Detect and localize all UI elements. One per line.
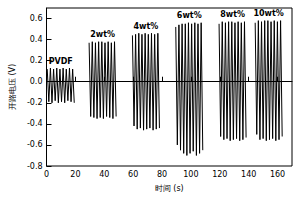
- svg-text:40: 40: [99, 170, 109, 179]
- svg-text:100: 100: [183, 170, 198, 179]
- svg-text:时间 (s): 时间 (s): [155, 184, 184, 193]
- svg-text:-0.8: -0.8: [27, 162, 43, 171]
- svg-text:160: 160: [270, 170, 285, 179]
- svg-text:PVDF: PVDF: [49, 57, 73, 66]
- svg-text:0.2: 0.2: [30, 56, 43, 65]
- svg-text:0.0: 0.0: [30, 77, 43, 86]
- svg-text:10wt%: 10wt%: [253, 9, 283, 18]
- svg-text:0: 0: [44, 170, 49, 179]
- svg-text:2wt%: 2wt%: [90, 30, 115, 39]
- svg-text:开路电压 (V): 开路电压 (V): [8, 64, 17, 110]
- svg-text:80: 80: [157, 170, 167, 179]
- svg-text:20: 20: [70, 170, 80, 179]
- svg-text:6wt%: 6wt%: [177, 11, 202, 20]
- svg-text:60: 60: [128, 170, 138, 179]
- svg-text:8wt%: 8wt%: [220, 10, 245, 19]
- svg-text:-0.2: -0.2: [27, 98, 43, 107]
- svg-text:-0.4: -0.4: [27, 119, 43, 128]
- svg-text:120: 120: [212, 170, 227, 179]
- svg-text:4wt%: 4wt%: [134, 22, 159, 31]
- svg-text:140: 140: [241, 170, 256, 179]
- svg-text:0.4: 0.4: [30, 35, 43, 44]
- svg-text:-0.6: -0.6: [27, 140, 43, 149]
- svg-text:0.6: 0.6: [30, 14, 43, 23]
